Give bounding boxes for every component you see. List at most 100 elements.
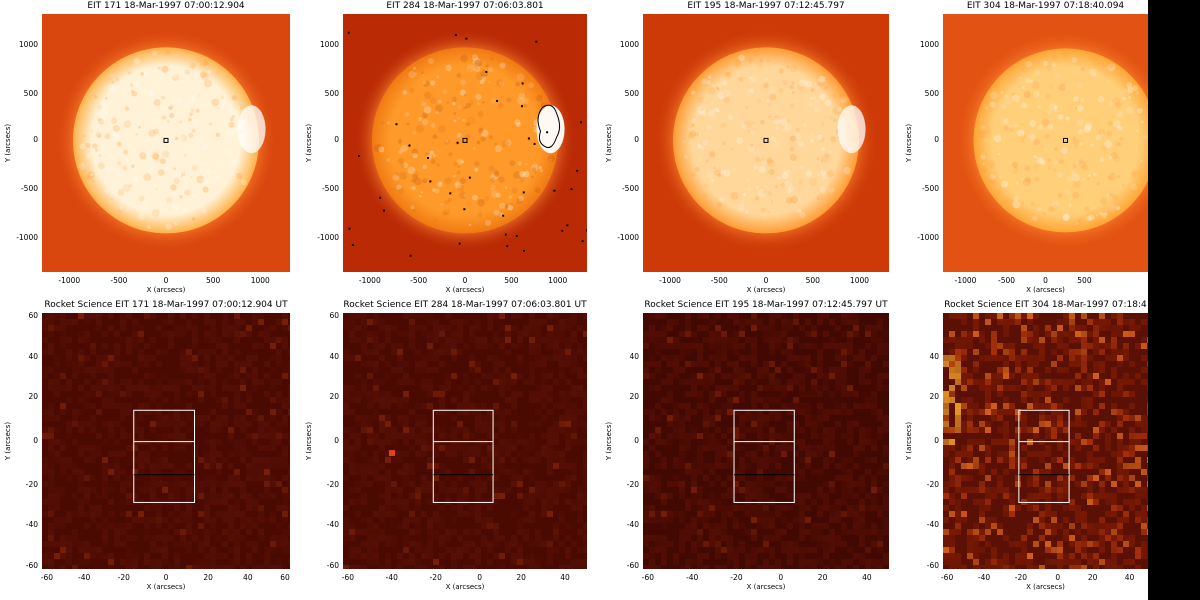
pixel-cell bbox=[979, 463, 985, 469]
pixel-cell bbox=[240, 493, 246, 499]
pixel-cell bbox=[751, 547, 757, 553]
pixel-cell bbox=[78, 511, 84, 517]
pixel-cell bbox=[679, 427, 685, 433]
pixel-cell bbox=[739, 379, 745, 385]
pixel-cell bbox=[709, 319, 715, 325]
surface-texture bbox=[514, 119, 521, 126]
pixel-cell bbox=[517, 493, 523, 499]
pixel-cell bbox=[883, 421, 889, 427]
pixel-cell bbox=[829, 547, 835, 553]
surface-texture bbox=[760, 220, 763, 223]
pixel-cell bbox=[1099, 469, 1105, 475]
pixel-cell bbox=[204, 373, 210, 379]
pixel-cell bbox=[463, 511, 469, 517]
pixel-cell bbox=[138, 331, 144, 337]
pixel-cell bbox=[1129, 331, 1135, 337]
surface-texture bbox=[830, 136, 837, 143]
pixel-cell bbox=[288, 547, 290, 553]
pixel-cell bbox=[493, 553, 499, 559]
pixel-cell bbox=[727, 463, 733, 469]
pixel-cell bbox=[751, 379, 757, 385]
pixel-cell bbox=[997, 487, 1003, 493]
pixel-cell bbox=[577, 343, 583, 349]
pixel-cell bbox=[1027, 481, 1033, 487]
pixel-cell bbox=[1081, 547, 1087, 553]
pixel-cell bbox=[1087, 553, 1093, 559]
pixel-cell bbox=[1123, 415, 1129, 421]
surface-texture bbox=[446, 101, 449, 104]
pixel-cell bbox=[1069, 361, 1075, 367]
surface-texture bbox=[128, 183, 133, 188]
pixel-cell bbox=[1123, 373, 1129, 379]
pixel-cell bbox=[270, 547, 276, 553]
pixel-cell bbox=[1057, 541, 1063, 547]
pixel-cell bbox=[84, 355, 90, 361]
pixel-cell bbox=[174, 325, 180, 331]
pixel-cell bbox=[475, 445, 481, 451]
pixel-cell bbox=[571, 541, 577, 547]
pixel-cell bbox=[511, 343, 517, 349]
pixel-cell bbox=[529, 331, 535, 337]
pixel-cell bbox=[535, 361, 541, 367]
pixel-cell bbox=[709, 529, 715, 535]
pixel-cell bbox=[553, 547, 559, 553]
surface-texture bbox=[816, 193, 824, 200]
y-tick-label: 0 bbox=[634, 135, 639, 145]
surface-texture bbox=[723, 96, 730, 103]
pixel-cell bbox=[733, 319, 739, 325]
pixel-cell bbox=[829, 535, 835, 541]
pixel-cell bbox=[48, 433, 54, 439]
pixel-cell bbox=[655, 337, 661, 343]
pixel-cell bbox=[643, 553, 649, 559]
pixel-cell bbox=[829, 559, 835, 565]
pixel-cell bbox=[757, 385, 763, 391]
pixel-cell bbox=[1009, 355, 1015, 361]
pixel-cell bbox=[433, 325, 439, 331]
pixel-cell bbox=[288, 349, 290, 355]
noise-speckle bbox=[429, 180, 432, 183]
pixel-cell bbox=[258, 529, 264, 535]
pixel-cell bbox=[799, 529, 805, 535]
pixel-cell bbox=[168, 481, 174, 487]
pixel-cell bbox=[775, 529, 781, 535]
x-tick-label: -40 bbox=[385, 573, 398, 582]
pixel-cell bbox=[60, 337, 66, 343]
pixel-cell bbox=[180, 367, 186, 373]
pixel-cell bbox=[54, 517, 60, 523]
surface-texture bbox=[130, 83, 134, 87]
pixel-cell bbox=[1099, 313, 1105, 319]
surface-texture bbox=[1032, 91, 1040, 98]
pixel-cell bbox=[979, 409, 985, 415]
pixel-cell bbox=[379, 439, 385, 445]
pixel-cell bbox=[439, 523, 445, 529]
pixel-cell bbox=[463, 445, 469, 451]
pixel-cell bbox=[871, 403, 877, 409]
pixel-cell bbox=[48, 469, 54, 475]
pixel-cell bbox=[751, 427, 757, 433]
surface-texture bbox=[462, 118, 466, 123]
surface-texture bbox=[687, 132, 695, 140]
pixel-cell bbox=[391, 397, 397, 403]
surface-texture bbox=[825, 152, 830, 158]
surface-texture bbox=[153, 67, 158, 73]
pixel-cell bbox=[721, 493, 727, 499]
pixel-cell bbox=[781, 325, 787, 331]
pixel-cell bbox=[877, 565, 883, 569]
surface-texture bbox=[766, 99, 771, 104]
surface-texture bbox=[204, 79, 213, 88]
pixel-cell bbox=[973, 523, 979, 529]
pixel-cell bbox=[90, 427, 96, 433]
pixel-cell bbox=[72, 409, 78, 415]
pixel-cell bbox=[385, 421, 391, 427]
pixel-cell bbox=[355, 373, 361, 379]
pixel-cell bbox=[234, 385, 240, 391]
pixel-cell bbox=[439, 397, 445, 403]
surface-texture bbox=[459, 89, 467, 96]
pixel-cell bbox=[643, 541, 649, 547]
noise-speckle bbox=[456, 141, 459, 144]
pixel-cell bbox=[355, 565, 361, 569]
pixel-cell bbox=[457, 475, 463, 481]
pixel-cell bbox=[258, 469, 264, 475]
pixel-cell bbox=[1075, 373, 1081, 379]
pixel-cell bbox=[66, 319, 72, 325]
